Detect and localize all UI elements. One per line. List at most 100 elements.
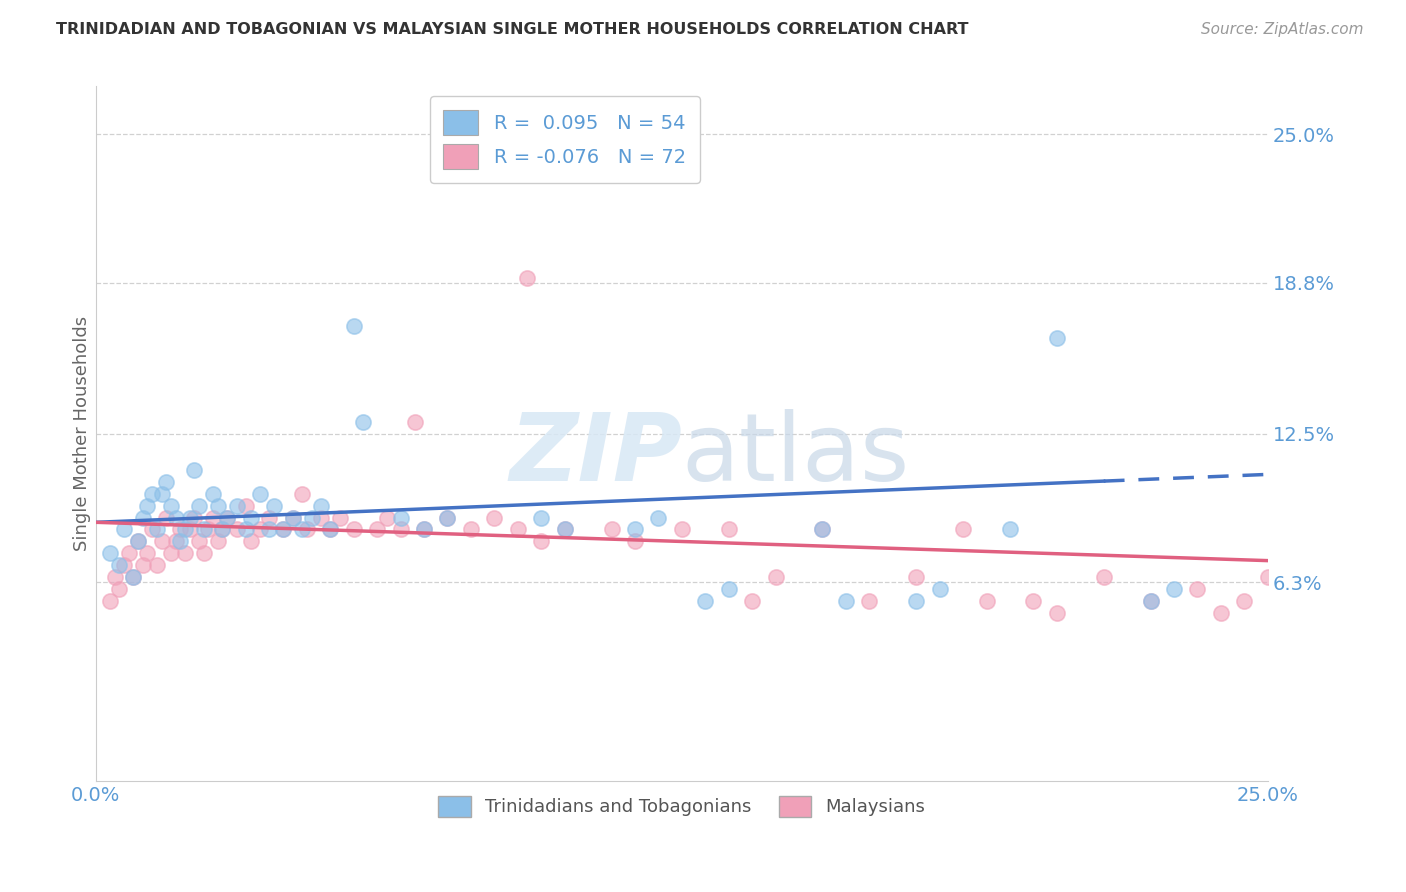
Point bbox=[413, 523, 436, 537]
Point bbox=[183, 462, 205, 476]
Point bbox=[554, 523, 576, 537]
Point bbox=[600, 523, 623, 537]
Point bbox=[1303, 594, 1326, 608]
Point bbox=[160, 546, 183, 560]
Point bbox=[671, 523, 693, 537]
Point bbox=[389, 510, 412, 524]
Point bbox=[188, 534, 211, 549]
Point bbox=[249, 486, 271, 500]
Point bbox=[207, 534, 229, 549]
Point bbox=[122, 570, 145, 584]
Point bbox=[1092, 570, 1115, 584]
Point bbox=[765, 570, 787, 584]
Point bbox=[188, 499, 211, 513]
Point bbox=[1209, 607, 1232, 621]
Point bbox=[835, 594, 858, 608]
Point bbox=[484, 510, 506, 524]
Point bbox=[695, 594, 717, 608]
Point bbox=[150, 486, 173, 500]
Point bbox=[141, 523, 163, 537]
Point bbox=[207, 499, 229, 513]
Point bbox=[104, 570, 127, 584]
Point bbox=[211, 523, 233, 537]
Point bbox=[554, 523, 576, 537]
Point bbox=[413, 523, 436, 537]
Point bbox=[295, 523, 318, 537]
Point bbox=[717, 523, 740, 537]
Point bbox=[217, 510, 239, 524]
Point bbox=[717, 582, 740, 597]
Point bbox=[301, 510, 323, 524]
Point bbox=[343, 523, 366, 537]
Point bbox=[281, 510, 304, 524]
Point bbox=[273, 523, 295, 537]
Point bbox=[146, 558, 169, 573]
Point bbox=[179, 510, 201, 524]
Point bbox=[225, 499, 247, 513]
Point bbox=[530, 534, 553, 549]
Point bbox=[217, 510, 239, 524]
Point bbox=[136, 499, 159, 513]
Y-axis label: Single Mother Households: Single Mother Households bbox=[73, 316, 91, 551]
Point bbox=[155, 510, 177, 524]
Text: Source: ZipAtlas.com: Source: ZipAtlas.com bbox=[1201, 22, 1364, 37]
Text: atlas: atlas bbox=[682, 409, 910, 500]
Point bbox=[624, 534, 647, 549]
Point bbox=[202, 486, 225, 500]
Point bbox=[169, 523, 191, 537]
Point bbox=[530, 510, 553, 524]
Point bbox=[235, 499, 257, 513]
Point bbox=[136, 546, 159, 560]
Point bbox=[150, 534, 173, 549]
Point bbox=[235, 523, 257, 537]
Point bbox=[211, 523, 233, 537]
Point bbox=[343, 318, 366, 333]
Point bbox=[647, 510, 669, 524]
Point bbox=[1163, 582, 1185, 597]
Point bbox=[146, 523, 169, 537]
Point bbox=[741, 594, 763, 608]
Point bbox=[389, 523, 412, 537]
Point bbox=[905, 570, 928, 584]
Point bbox=[132, 510, 155, 524]
Point bbox=[291, 486, 314, 500]
Point bbox=[160, 499, 183, 513]
Point bbox=[193, 523, 215, 537]
Point bbox=[1046, 331, 1069, 345]
Point bbox=[239, 510, 262, 524]
Point bbox=[1139, 594, 1161, 608]
Point bbox=[905, 594, 928, 608]
Point bbox=[1279, 618, 1302, 632]
Point bbox=[291, 523, 314, 537]
Point bbox=[174, 546, 197, 560]
Point bbox=[165, 534, 187, 549]
Point bbox=[225, 523, 247, 537]
Legend: Trinidadians and Tobagonians, Malaysians: Trinidadians and Tobagonians, Malaysians bbox=[432, 789, 932, 824]
Point bbox=[952, 523, 974, 537]
Point bbox=[112, 523, 135, 537]
Point bbox=[132, 558, 155, 573]
Point bbox=[1139, 594, 1161, 608]
Point bbox=[352, 415, 374, 429]
Point bbox=[329, 510, 352, 524]
Point bbox=[122, 570, 145, 584]
Point bbox=[141, 486, 163, 500]
Point bbox=[197, 523, 219, 537]
Point bbox=[165, 510, 187, 524]
Point bbox=[183, 510, 205, 524]
Point bbox=[273, 523, 295, 537]
Point bbox=[155, 475, 177, 489]
Point bbox=[127, 534, 149, 549]
Point bbox=[259, 523, 281, 537]
Point bbox=[1022, 594, 1045, 608]
Point bbox=[506, 523, 529, 537]
Point bbox=[319, 523, 342, 537]
Text: ZIP: ZIP bbox=[509, 409, 682, 500]
Point bbox=[98, 594, 121, 608]
Point bbox=[366, 523, 388, 537]
Point bbox=[174, 523, 197, 537]
Point bbox=[179, 523, 201, 537]
Point bbox=[108, 582, 131, 597]
Point bbox=[516, 271, 538, 285]
Point bbox=[998, 523, 1021, 537]
